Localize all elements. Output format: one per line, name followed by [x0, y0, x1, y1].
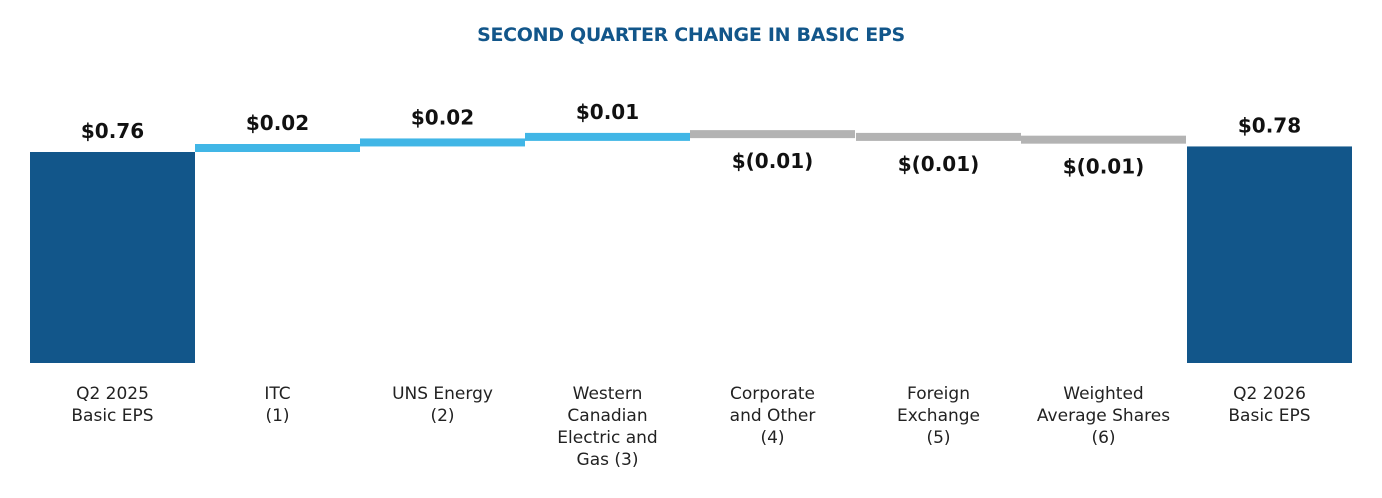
category-label-6-0: Weighted	[1063, 384, 1143, 404]
category-label-5-0: Foreign	[907, 384, 970, 404]
bar-total-7	[1187, 146, 1352, 363]
bar-increase-2	[360, 138, 525, 147]
value-label-4: $(0.01)	[732, 149, 814, 173]
category-label-7-0: Q2 2026	[1233, 384, 1306, 404]
category-label-4-0: Corporate	[730, 384, 815, 404]
bar-increase-3	[525, 132, 690, 141]
bar-decrease-6	[1021, 135, 1186, 144]
value-label-1: $0.02	[246, 111, 309, 135]
value-label-5: $(0.01)	[898, 152, 980, 176]
bar-decrease-4	[690, 130, 855, 139]
value-label-7: $0.78	[1238, 113, 1301, 137]
category-label-5-2: (5)	[926, 428, 950, 448]
category-label-3-2: Electric and	[557, 428, 657, 448]
category-label-4-2: (4)	[760, 428, 784, 448]
category-label-3-0: Western	[573, 384, 643, 404]
value-label-6: $(0.01)	[1063, 155, 1145, 179]
category-label-0-1: Basic EPS	[71, 406, 153, 426]
category-label-1-0: ITC	[264, 384, 290, 404]
category-label-4-1: and Other	[730, 406, 816, 426]
category-label-6-1: Average Shares	[1037, 406, 1170, 426]
category-label-6-2: (6)	[1091, 428, 1115, 448]
category-label-5-1: Exchange	[897, 406, 980, 426]
category-label-3-1: Canadian	[567, 406, 647, 426]
bar-total-0	[30, 152, 195, 363]
value-label-0: $0.76	[81, 119, 144, 143]
category-label-2-1: (2)	[430, 406, 454, 426]
bar-increase-1	[195, 144, 360, 152]
category-label-1-1: (1)	[265, 406, 289, 426]
value-label-3: $0.01	[576, 100, 639, 124]
bar-decrease-5	[856, 132, 1021, 141]
category-label-2-0: UNS Energy	[392, 384, 493, 404]
category-label-0-0: Q2 2025	[76, 384, 149, 404]
value-label-2: $0.02	[411, 105, 474, 129]
category-label-7-1: Basic EPS	[1228, 406, 1310, 426]
chart-title: SECOND QUARTER CHANGE IN BASIC EPS	[477, 24, 905, 46]
category-label-3-3: Gas (3)	[577, 450, 639, 470]
